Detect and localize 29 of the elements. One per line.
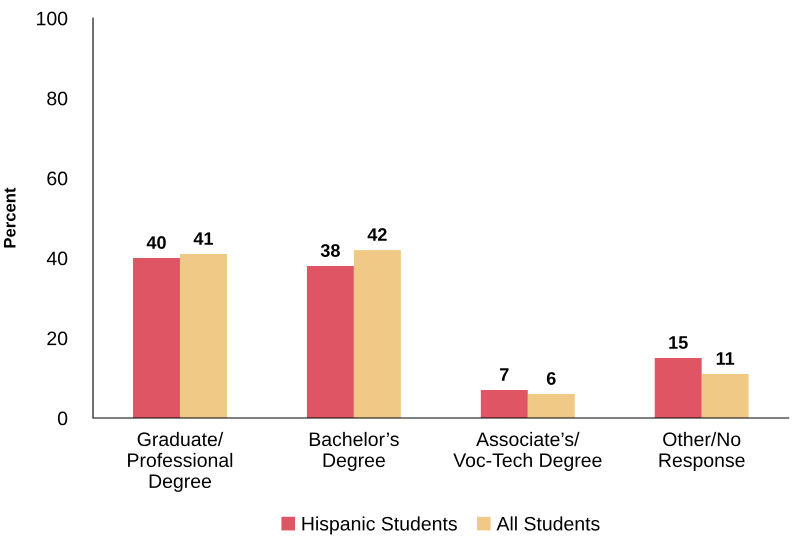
bar bbox=[180, 254, 227, 418]
bar bbox=[702, 374, 749, 418]
y-tick-label: 80 bbox=[47, 92, 68, 106]
bar bbox=[133, 258, 180, 418]
y-tick-label: 20 bbox=[47, 332, 68, 346]
legend-label: All Students bbox=[496, 516, 600, 531]
y-axis-title: Percent bbox=[4, 188, 16, 248]
x-tick-label: Bachelor’s Degree bbox=[310, 432, 399, 471]
y-tick-label: 60 bbox=[47, 172, 68, 186]
data-label: 41 bbox=[194, 232, 213, 245]
bar bbox=[354, 250, 401, 418]
data-label: 11 bbox=[716, 352, 734, 365]
bar bbox=[528, 394, 575, 418]
x-tick-label: Graduate/ Professional Degree bbox=[128, 432, 232, 492]
y-tick-label: 0 bbox=[58, 411, 68, 426]
data-label: 7 bbox=[500, 368, 509, 381]
x-tick-label: Other/No Response bbox=[660, 432, 745, 471]
y-tick-label: 100 bbox=[37, 12, 68, 26]
data-label: 15 bbox=[669, 336, 688, 349]
y-tick-label: 40 bbox=[46, 252, 68, 266]
data-label: 40 bbox=[146, 236, 166, 249]
x-tick-label: Associate’s/ Voc-Tech Degree bbox=[453, 432, 602, 471]
data-label: 6 bbox=[546, 372, 556, 385]
bar bbox=[306, 266, 354, 418]
data-label: 42 bbox=[368, 228, 387, 241]
bar bbox=[654, 358, 702, 418]
bar bbox=[480, 390, 528, 418]
data-label: 38 bbox=[320, 244, 340, 257]
legend-label: Hispanic Students bbox=[302, 516, 457, 534]
